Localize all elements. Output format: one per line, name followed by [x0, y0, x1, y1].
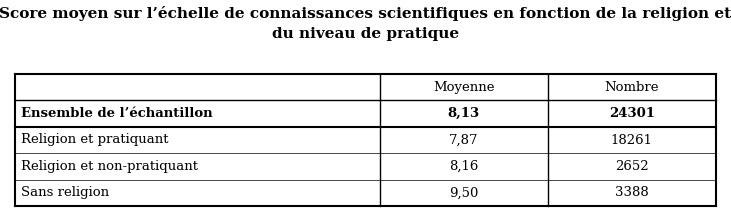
Text: Score moyen sur l’échelle de connaissances scientifiques en fonction de la relig: Score moyen sur l’échelle de connaissanc…	[0, 6, 731, 40]
Text: 7,87: 7,87	[449, 134, 478, 146]
Text: Moyenne: Moyenne	[433, 81, 494, 94]
Text: 8,16: 8,16	[449, 160, 478, 173]
Text: Sans religion: Sans religion	[21, 186, 109, 199]
Text: Religion et non-pratiquant: Religion et non-pratiquant	[21, 160, 198, 173]
Text: 2652: 2652	[615, 160, 648, 173]
Text: 18261: 18261	[611, 134, 653, 146]
Text: 9,50: 9,50	[449, 186, 478, 199]
Text: 3388: 3388	[615, 186, 648, 199]
Text: 8,13: 8,13	[447, 107, 480, 120]
Text: Ensemble de l’échantillon: Ensemble de l’échantillon	[21, 107, 213, 120]
Text: 24301: 24301	[609, 107, 655, 120]
Text: Religion et pratiquant: Religion et pratiquant	[21, 134, 169, 146]
Text: Nombre: Nombre	[605, 81, 659, 94]
